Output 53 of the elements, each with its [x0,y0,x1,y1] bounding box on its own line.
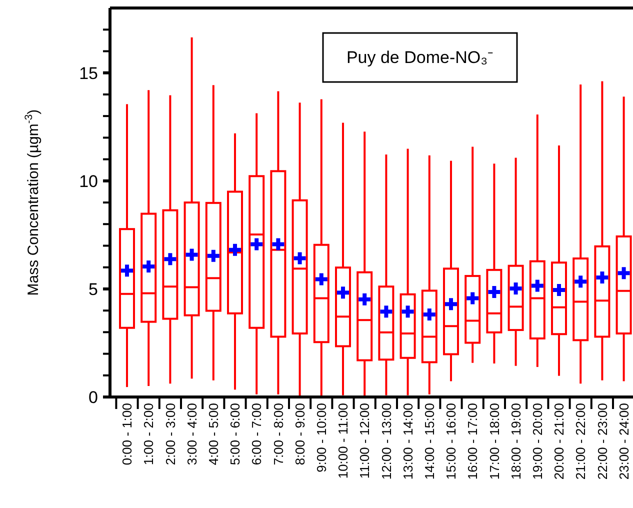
x-tick-label: 19:00 - 20:00 [530,403,545,480]
x-tick-label: 18:00 - 19:00 [508,403,524,480]
x-tick-label: 3:00 - 4:00 [184,403,200,466]
point [402,306,414,318]
point [574,276,587,288]
x-tick-label: 9:00 - 10:00 [314,403,329,472]
x-tick-label: 21:00 - 22:00 [573,403,588,480]
point [294,252,306,264]
point [186,248,198,261]
x-tick-label: 16:00 - 17:00 [465,403,480,480]
point [488,286,500,298]
point [618,267,630,280]
point [250,238,263,250]
x-tick-label: 13:00 - 14:00 [400,403,416,480]
x-tick-label: 7:00 - 8:00 [270,403,286,466]
x-tick-label: 22:00 - 23:00 [594,403,610,480]
point [272,238,284,250]
x-tick-label: 10:00 - 11:00 [336,403,351,479]
x-tick-label: 5:00 - 6:00 [228,403,243,466]
x-tick-label: 1:00 - 2:00 [141,403,156,466]
point [380,306,392,318]
point [207,250,220,262]
y-tick-label: 15 [79,64,98,83]
x-tick-label: 20:00 - 21:00 [552,403,567,480]
point [531,280,544,292]
x-tick-label: 14:00 - 15:00 [422,403,437,480]
point [510,282,522,295]
point [596,271,608,284]
point [358,293,371,306]
x-tick-label: 0:00 - 1:00 [120,403,135,466]
y-tick-label: 0 [88,388,98,407]
x-tick-label: 12:00 - 13:00 [378,403,394,480]
point [164,253,176,266]
text: Puy de Dome-NO₃⁻ [346,48,494,67]
x-tick-label: 6:00 - 7:00 [249,403,264,466]
x-tick-label: 11:00 - 12:00 [357,403,372,479]
point [337,286,349,299]
x-tick-label: 15:00 - 16:00 [444,403,459,480]
x-tick-label: 2:00 - 3:00 [162,403,178,466]
point [229,244,241,256]
x-tick-label: 17:00 - 18:00 [486,403,502,480]
x-tick-label: 23:00 - 24:00 [616,403,632,480]
point [142,260,155,272]
point [445,298,457,310]
y-tick-label: 5 [88,280,98,299]
x-tick-label: 8:00 - 9:00 [292,403,308,466]
point [121,264,133,277]
point [553,284,565,296]
point [466,292,479,304]
point [423,308,436,320]
x-tick-label: 4:00 - 5:00 [206,403,221,466]
y-tick-label: 10 [79,172,98,191]
point [315,273,328,286]
